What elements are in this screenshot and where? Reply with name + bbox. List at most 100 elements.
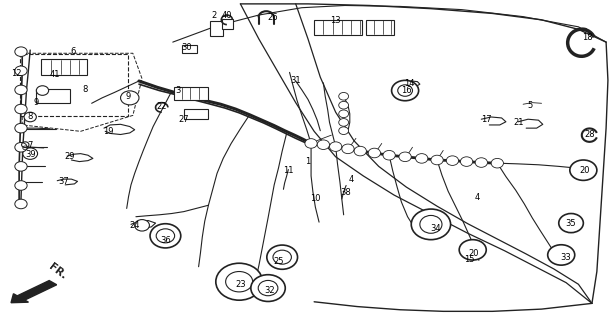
Ellipse shape (330, 142, 342, 151)
Text: 9: 9 (126, 92, 131, 101)
Text: 29: 29 (64, 152, 75, 161)
Ellipse shape (399, 152, 411, 162)
Ellipse shape (339, 119, 349, 126)
Text: 25: 25 (274, 257, 284, 266)
Text: 39: 39 (25, 150, 36, 159)
Text: 33: 33 (561, 253, 572, 262)
Text: 40: 40 (222, 12, 232, 20)
Ellipse shape (570, 160, 597, 180)
Text: 9: 9 (34, 98, 39, 107)
Text: 35: 35 (565, 219, 577, 228)
Ellipse shape (431, 155, 444, 165)
FancyBboxPatch shape (20, 54, 128, 116)
Ellipse shape (548, 245, 575, 265)
Text: 4: 4 (474, 193, 480, 202)
Text: 27: 27 (179, 115, 189, 124)
Ellipse shape (15, 123, 27, 133)
Ellipse shape (339, 127, 349, 134)
Ellipse shape (251, 275, 285, 301)
Text: 20: 20 (579, 166, 590, 175)
Text: 7: 7 (28, 141, 33, 150)
Text: 30: 30 (181, 43, 192, 52)
Text: 18: 18 (582, 33, 593, 42)
Ellipse shape (420, 215, 442, 233)
Ellipse shape (354, 146, 367, 156)
Ellipse shape (475, 158, 487, 167)
Ellipse shape (305, 139, 317, 148)
Text: 6: 6 (70, 47, 76, 56)
FancyBboxPatch shape (209, 21, 223, 36)
Text: 13: 13 (330, 16, 341, 25)
Ellipse shape (459, 240, 486, 260)
Ellipse shape (342, 144, 354, 154)
Ellipse shape (339, 110, 349, 118)
Text: 8: 8 (28, 113, 33, 122)
Text: 19: 19 (103, 127, 113, 136)
Ellipse shape (135, 220, 150, 231)
Ellipse shape (392, 80, 419, 101)
Text: 32: 32 (265, 286, 275, 295)
Ellipse shape (15, 104, 27, 114)
Ellipse shape (121, 91, 139, 105)
Text: 24: 24 (129, 221, 140, 230)
Text: 11: 11 (283, 166, 294, 175)
Ellipse shape (36, 86, 49, 95)
Ellipse shape (273, 250, 291, 264)
Ellipse shape (15, 47, 27, 56)
Ellipse shape (416, 154, 428, 163)
FancyBboxPatch shape (41, 59, 87, 75)
FancyBboxPatch shape (314, 20, 362, 35)
Ellipse shape (15, 66, 27, 76)
Ellipse shape (15, 199, 27, 209)
Text: 20: 20 (469, 249, 479, 258)
FancyBboxPatch shape (182, 45, 197, 53)
Ellipse shape (267, 245, 298, 269)
Ellipse shape (225, 271, 253, 292)
Ellipse shape (317, 140, 330, 149)
Ellipse shape (368, 148, 381, 158)
Ellipse shape (216, 263, 262, 300)
Ellipse shape (398, 85, 413, 96)
Text: 23: 23 (235, 280, 246, 289)
Text: 14: 14 (404, 79, 415, 88)
FancyBboxPatch shape (174, 87, 208, 100)
Ellipse shape (15, 142, 27, 152)
Ellipse shape (339, 92, 349, 100)
Text: 21: 21 (513, 118, 524, 127)
Text: 1: 1 (306, 157, 310, 166)
Ellipse shape (15, 85, 27, 95)
Ellipse shape (460, 157, 472, 166)
Ellipse shape (411, 209, 450, 240)
Text: 3: 3 (175, 86, 180, 95)
Text: 37: 37 (58, 177, 69, 186)
Ellipse shape (24, 112, 36, 122)
Text: 28: 28 (584, 130, 595, 139)
Text: 36: 36 (160, 236, 171, 245)
Text: 8: 8 (83, 85, 88, 94)
Text: 34: 34 (431, 224, 441, 233)
Ellipse shape (446, 156, 458, 165)
FancyBboxPatch shape (367, 20, 394, 35)
Ellipse shape (339, 101, 349, 109)
Text: 41: 41 (49, 70, 60, 79)
Text: 16: 16 (401, 86, 411, 95)
Text: 22: 22 (156, 102, 167, 111)
Text: 10: 10 (310, 194, 320, 204)
Ellipse shape (383, 150, 395, 160)
Text: 5: 5 (528, 101, 533, 110)
Ellipse shape (23, 148, 38, 159)
Ellipse shape (15, 181, 27, 190)
Text: 38: 38 (341, 188, 352, 197)
Text: 15: 15 (464, 255, 474, 264)
Text: 2: 2 (211, 11, 217, 20)
FancyArrow shape (11, 281, 57, 303)
Text: 12: 12 (11, 69, 22, 78)
Text: 31: 31 (290, 76, 301, 85)
FancyBboxPatch shape (222, 19, 233, 29)
Ellipse shape (258, 280, 278, 296)
Text: FR.: FR. (47, 262, 68, 282)
Ellipse shape (559, 213, 583, 233)
Ellipse shape (491, 158, 503, 168)
Text: 17: 17 (481, 115, 492, 124)
Ellipse shape (150, 224, 180, 248)
